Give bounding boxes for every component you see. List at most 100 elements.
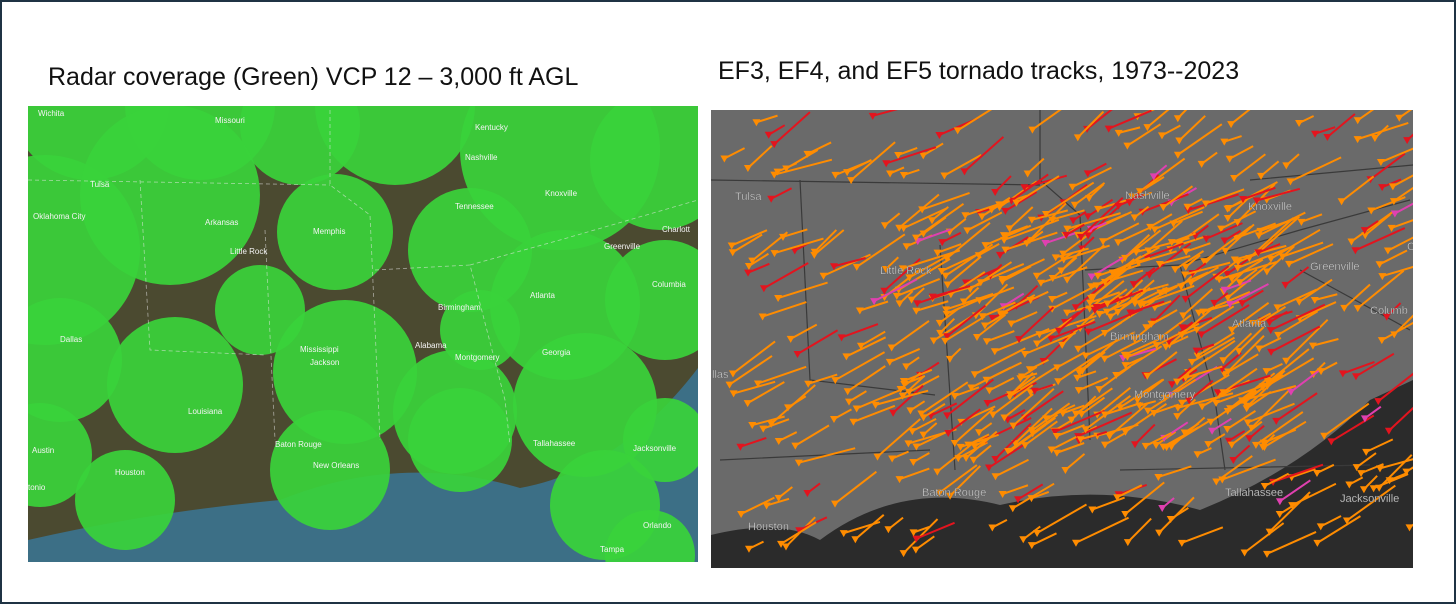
track-marker (1389, 198, 1398, 206)
tornado-track (1139, 400, 1156, 407)
city-label: Baton Rouge (922, 487, 986, 499)
city-label: Knoxville (545, 189, 578, 198)
track-marker (1353, 117, 1362, 125)
tornado-track (762, 418, 790, 430)
tornado-track (1354, 227, 1406, 252)
tornado-track (915, 429, 951, 448)
track-marker (847, 177, 856, 185)
tornado-track (1170, 416, 1206, 448)
city-label: Arkansas (205, 218, 238, 227)
track-marker (985, 387, 994, 395)
tornado-track (1156, 322, 1200, 347)
tornado-track (1086, 110, 1113, 130)
tornado-track (854, 514, 885, 541)
tornado-track (859, 300, 889, 312)
city-label: Atlanta (1232, 318, 1267, 330)
track-marker (953, 127, 962, 135)
track-marker (1243, 419, 1252, 427)
track-marker (1285, 260, 1294, 268)
tornado-track (980, 262, 1025, 284)
tornado-track (1078, 376, 1109, 392)
track-marker (736, 443, 745, 451)
tornado-track (1171, 232, 1197, 244)
tornado-track (1119, 378, 1163, 409)
track-marker (1083, 213, 1092, 221)
track-marker (1135, 402, 1144, 410)
tornado-track (1134, 423, 1156, 445)
tornado-track (1057, 352, 1101, 383)
track-marker (1135, 188, 1144, 196)
tornado-track (1197, 331, 1235, 357)
track-marker (1227, 441, 1236, 449)
track-marker (1033, 530, 1042, 538)
tornado-track (1182, 288, 1213, 317)
radar-coverage (623, 398, 698, 482)
track-marker (969, 456, 978, 464)
tornado-track (1330, 414, 1375, 443)
track-marker (1070, 201, 1079, 209)
tornado-track (1104, 338, 1143, 360)
track-marker (1035, 331, 1044, 339)
tornado-track (1222, 332, 1253, 361)
tornado-track (856, 233, 906, 268)
track-marker (904, 440, 913, 448)
track-marker (966, 285, 975, 293)
track-marker (1027, 495, 1036, 503)
tornado-track (1017, 483, 1044, 501)
track-marker (935, 489, 944, 497)
tornado-track (976, 313, 1006, 338)
track-marker (1210, 299, 1219, 307)
city-label: Tallahassee (1225, 487, 1283, 499)
tornado-track (899, 467, 930, 481)
tornado-track (774, 158, 833, 176)
track-marker (1169, 220, 1178, 228)
track-marker (1087, 283, 1096, 291)
track-marker (1028, 126, 1037, 134)
track-marker (1224, 368, 1233, 376)
track-marker (748, 257, 757, 265)
track-marker (1028, 427, 1037, 435)
track-marker (1375, 261, 1384, 269)
track-marker (1320, 432, 1329, 440)
tornado-track (1143, 284, 1195, 305)
tornado-track (1138, 250, 1177, 264)
tornado-track (1118, 194, 1144, 207)
tornado-track (1360, 463, 1384, 475)
track-marker (1377, 337, 1386, 345)
track-marker (1054, 327, 1063, 335)
track-marker (991, 455, 1000, 463)
track-marker (1159, 204, 1168, 212)
tornado-track (988, 376, 1015, 392)
tornado-track (1024, 390, 1064, 419)
track-marker (1016, 375, 1025, 383)
track-marker (943, 412, 952, 420)
tornado-track (770, 187, 793, 200)
tornado-track (1024, 331, 1076, 355)
track-marker (1278, 253, 1287, 261)
tornado-track (1380, 147, 1413, 163)
tornado-track (892, 384, 924, 414)
track-marker (1337, 198, 1346, 206)
track-marker (748, 422, 757, 430)
tornado-track (1233, 153, 1266, 179)
tornado-track (1090, 269, 1144, 288)
tornado-track (1153, 294, 1181, 323)
tornado-track (1314, 293, 1338, 301)
track-marker (1132, 248, 1141, 256)
tornado-track (777, 162, 798, 173)
tornado-track (1009, 375, 1036, 396)
tornado-track (985, 224, 1032, 246)
track-marker (1340, 304, 1349, 312)
track-marker (1239, 196, 1248, 204)
track-marker (917, 410, 926, 418)
track-marker (1009, 422, 1018, 430)
track-marker (1062, 231, 1071, 239)
city-label: Jackson (310, 358, 339, 367)
track-marker (898, 265, 907, 273)
track-marker (1087, 273, 1096, 281)
tornado-track (1116, 484, 1143, 499)
track-marker (1235, 279, 1244, 287)
tornado-track (1160, 314, 1192, 339)
tornado-track (1104, 299, 1155, 334)
track-marker (774, 295, 783, 303)
